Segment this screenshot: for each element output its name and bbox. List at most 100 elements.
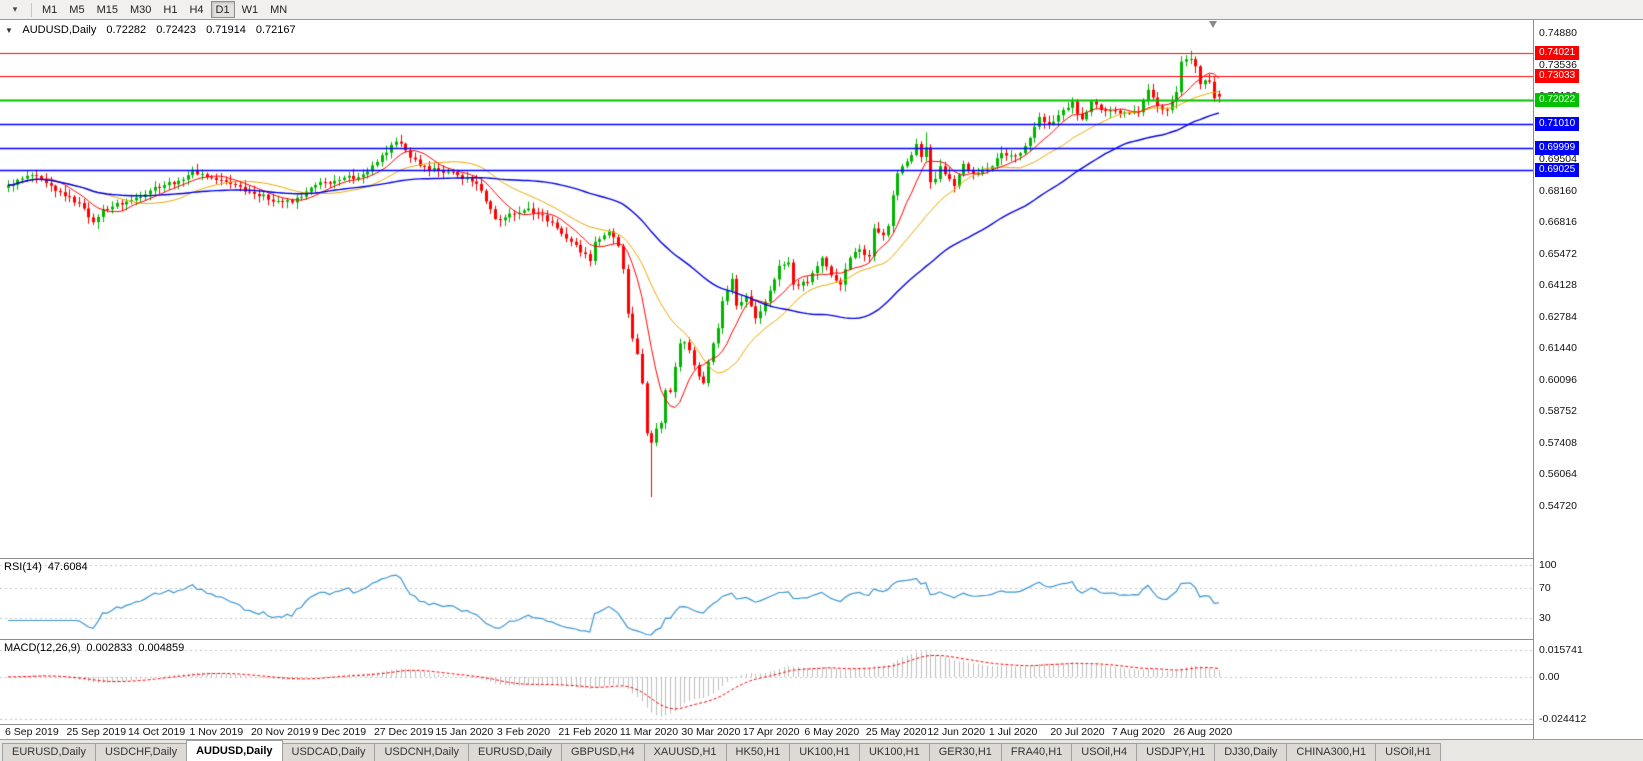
timeframe-button-mn[interactable]: MN xyxy=(265,1,292,18)
macd-signal-value: 0.004859 xyxy=(138,642,185,654)
rsi-axis-label: 70 xyxy=(1539,581,1551,594)
chart-tab-usdjpy-h1[interactable]: USDJPY,H1 xyxy=(1136,743,1216,761)
time-axis-label: 6 Sep 2019 xyxy=(5,726,59,738)
price-level-tag: 0.69999 xyxy=(1535,140,1580,155)
time-axis-label: 21 Feb 2020 xyxy=(558,726,618,738)
ohlc-low: 0.71914 xyxy=(206,24,246,36)
rsi-label: RSI(14) 47.6084 xyxy=(4,561,94,573)
price-axis-label: 0.73536 xyxy=(1539,58,1577,71)
time-axis-label: 27 Dec 2019 xyxy=(373,726,434,738)
ohlc-open: 0.72282 xyxy=(106,24,147,36)
macd-main-value: 0.002833 xyxy=(86,642,133,654)
price-chart-pane[interactable]: ▼ AUDUSD,Daily 0.72282 0.72423 0.71914 0… xyxy=(0,20,1533,558)
time-axis-label: 25 May 2020 xyxy=(865,726,927,738)
chart-tab-bar: EURUSD,Daily USDCHF,Daily AUDUSD,Daily USDC… xyxy=(0,739,1643,761)
timeframe-button-h1[interactable]: H1 xyxy=(158,1,182,18)
price-axis-label: 0.54720 xyxy=(1539,500,1577,512)
chart-tab-eurusd-daily[interactable]: EURUSD,Daily xyxy=(468,743,562,761)
timeframe-button-m15[interactable]: M15 xyxy=(92,1,123,18)
time-axis-label: 11 Mar 2020 xyxy=(619,726,679,738)
price-level-tag: 0.74021 xyxy=(1535,46,1580,61)
price-axis[interactable]: 0.748800.735360.721920.708480.695040.681… xyxy=(1533,20,1643,739)
chart-tab-xauusd-h1[interactable]: XAUUSD,H1 xyxy=(643,743,727,761)
macd-indicator-pane[interactable]: MACD(12,26,9) 0.002833 0.004859 xyxy=(0,640,1533,724)
candlestick-canvas[interactable] xyxy=(0,20,1533,558)
time-axis-label: 30 Mar 2020 xyxy=(681,726,741,738)
price-level-tag: 0.72022 xyxy=(1535,93,1580,108)
chart-header: ▼ AUDUSD,Daily 0.72282 0.72423 0.71914 0… xyxy=(5,24,303,36)
rsi-value: 47.6084 xyxy=(47,561,88,573)
chart-tab-dj30-daily[interactable]: DJ30,Daily xyxy=(1214,743,1288,761)
ohlc-high: 0.72423 xyxy=(156,24,196,36)
chart-tab-uk100-h1[interactable]: UK100,H1 xyxy=(858,743,930,761)
price-axis-label: 0.66816 xyxy=(1539,216,1577,229)
time-axis-label: 17 Apr 2020 xyxy=(742,726,800,738)
macd-canvas[interactable] xyxy=(0,640,1533,724)
price-axis-label: 0.58752 xyxy=(1539,405,1577,418)
time-axis[interactable]: 6 Sep 2019 25 Sep 2019 14 Oct 2019 1 Nov 20… xyxy=(0,725,1533,739)
time-axis-label: 6 May 2020 xyxy=(804,726,860,738)
time-axis-label: 15 Jan 2020 xyxy=(435,726,494,738)
macd-axis-label: 0.015741 xyxy=(1539,644,1583,656)
time-axis-label: 7 Aug 2020 xyxy=(1111,726,1165,738)
timeframe-toolbar: ▾ M1 M5 M15 M30 H1 H4 D1 W1 MN xyxy=(0,0,1643,20)
toolbar-separator xyxy=(31,2,32,17)
rsi-canvas[interactable] xyxy=(0,559,1533,639)
time-axis-label: 9 Dec 2019 xyxy=(312,726,367,738)
rsi-name: RSI(14) xyxy=(4,561,42,573)
timeframe-button-m1[interactable]: M1 xyxy=(37,1,62,18)
chart-shift-marker[interactable] xyxy=(1209,21,1217,28)
timeframe-button-d1[interactable]: D1 xyxy=(210,1,235,18)
macd-axis-label: -0.024412 xyxy=(1539,712,1587,725)
chart-tab-usdchf-daily[interactable]: USDCHF,Daily xyxy=(94,743,188,761)
rsi-axis-label: 30 xyxy=(1539,611,1551,624)
price-axis-label: 0.69504 xyxy=(1539,153,1577,166)
chart-dropdown-icon[interactable]: ▾ xyxy=(4,2,26,18)
chart-tab-audusd-daily[interactable]: AUDUSD,Daily xyxy=(186,740,283,761)
chart-tab-usdcad-daily[interactable]: USDCAD,Daily xyxy=(281,743,376,761)
time-axis-label: 20 Jul 2020 xyxy=(1050,726,1105,738)
chart-tab-gbpusd-h4[interactable]: GBPUSD,H4 xyxy=(561,743,645,761)
chart-tab-usdcnh-daily[interactable]: USDCNH,Daily xyxy=(374,743,470,761)
pane-divider[interactable] xyxy=(0,724,1643,725)
rsi-axis-label: 100 xyxy=(1539,559,1557,572)
chart-tab-usoil-h4[interactable]: USOil,H4 xyxy=(1071,743,1138,761)
chart-tab-hk50-h1[interactable]: HK50,H1 xyxy=(725,743,791,761)
time-axis-label: 1 Jul 2020 xyxy=(988,726,1038,738)
pane-divider[interactable] xyxy=(0,558,1643,559)
timeframe-button-w1[interactable]: W1 xyxy=(237,1,264,18)
time-axis-label: 25 Sep 2019 xyxy=(66,726,127,738)
price-axis-label: 0.60096 xyxy=(1539,373,1577,386)
time-axis-label: 1 Nov 2019 xyxy=(189,726,244,738)
price-level-tag: 0.69025 xyxy=(1535,163,1580,178)
price-level-tag: 0.71010 xyxy=(1535,116,1580,131)
ohlc-close: 0.72167 xyxy=(255,24,296,36)
pane-divider[interactable] xyxy=(0,639,1643,640)
time-axis-label: 12 Jun 2020 xyxy=(927,726,986,738)
price-axis-label: 0.64128 xyxy=(1539,279,1577,292)
rsi-indicator-pane[interactable]: RSI(14) 47.6084 xyxy=(0,559,1533,639)
time-axis-label: 20 Nov 2019 xyxy=(250,726,311,738)
price-level-tag: 0.73033 xyxy=(1535,69,1580,84)
chart-area: ▼ AUDUSD,Daily 0.72282 0.72423 0.71914 0… xyxy=(0,20,1533,739)
price-axis-label: 0.57408 xyxy=(1539,436,1577,449)
chart-tab-uk100-h1[interactable]: UK100,H1 xyxy=(789,743,860,761)
chart-tab-china300-h1[interactable]: CHINA300,H1 xyxy=(1286,743,1377,761)
chart-tab-usoil-h1[interactable]: USOil,H1 xyxy=(1375,743,1441,761)
price-axis-label: 0.74880 xyxy=(1539,26,1577,39)
price-axis-label: 0.62784 xyxy=(1539,310,1577,323)
timeframe-button-h4[interactable]: H4 xyxy=(184,1,208,18)
chart-tab-fra40-h1[interactable]: FRA40,H1 xyxy=(1000,743,1073,761)
time-axis-label: 26 Aug 2020 xyxy=(1173,726,1233,738)
timeframe-button-m5[interactable]: M5 xyxy=(64,1,89,18)
price-axis-label: 0.61440 xyxy=(1539,342,1577,355)
macd-name: MACD(12,26,9) xyxy=(4,642,81,654)
chart-tab-ger30-h1[interactable]: GER30,H1 xyxy=(928,743,1002,761)
macd-axis-label: 0.00 xyxy=(1539,670,1560,683)
chart-symbol-label: AUDUSD,Daily xyxy=(22,24,97,36)
macd-label: MACD(12,26,9) 0.002833 0.004859 xyxy=(4,642,190,654)
chart-tab-eurusd-daily[interactable]: EURUSD,Daily xyxy=(2,743,96,761)
collapse-icon[interactable]: ▼ xyxy=(5,26,13,35)
timeframe-button-m30[interactable]: M30 xyxy=(125,1,156,18)
time-axis-label: 14 Oct 2019 xyxy=(127,726,186,738)
